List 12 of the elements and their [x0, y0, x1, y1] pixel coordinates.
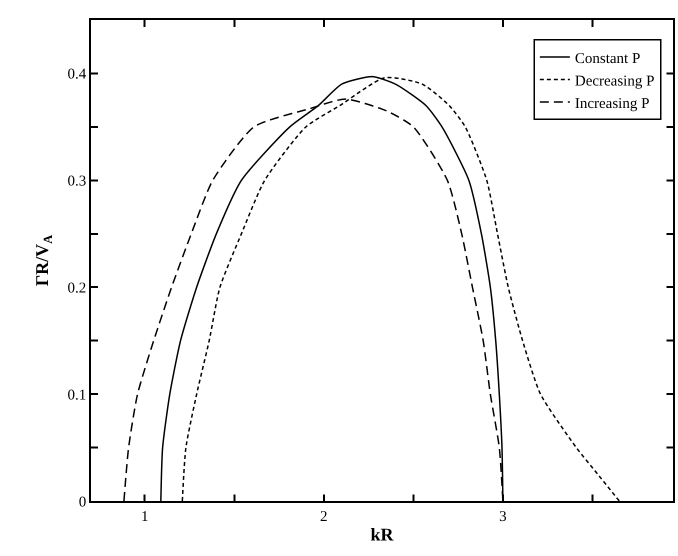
x-tick-label: 2 [320, 508, 328, 525]
y-tick-label: 0.1 [68, 387, 86, 404]
y-tick-label: 0.3 [68, 174, 86, 190]
y-tick-label: 0.2 [68, 280, 86, 296]
y-tick-label: 0 [78, 494, 86, 510]
legend-label: Decreasing P [574, 73, 654, 90]
x-axis-title: kR [370, 524, 395, 544]
x-tick-label: 3 [499, 508, 507, 525]
legend-label: Constant P [574, 50, 640, 67]
x-tick-label: 1 [140, 508, 148, 525]
y-tick-label: 0.4 [68, 66, 87, 83]
legend-label: Increasing P [574, 96, 650, 112]
